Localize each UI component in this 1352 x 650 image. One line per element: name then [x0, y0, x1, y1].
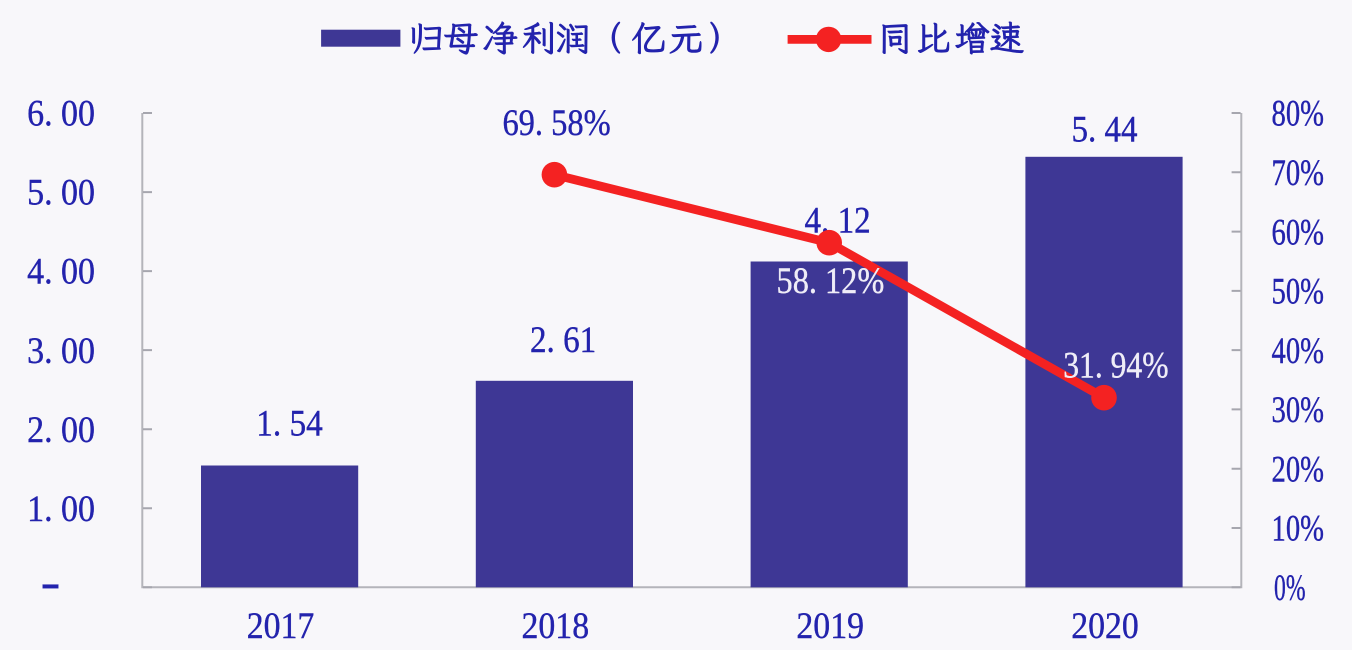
svg-text:2. 61: 2. 61 — [530, 320, 596, 361]
svg-text:69. 58%: 69. 58% — [502, 103, 610, 144]
svg-text:4. 00: 4. 00 — [27, 252, 95, 293]
svg-text:6. 00: 6. 00 — [27, 94, 95, 135]
svg-text:3. 00: 3. 00 — [27, 331, 95, 372]
svg-text:10%: 10% — [1272, 509, 1325, 550]
svg-text:2017: 2017 — [247, 606, 315, 647]
svg-text:50%: 50% — [1272, 272, 1325, 313]
svg-text:1. 54: 1. 54 — [256, 404, 323, 445]
svg-text:70%: 70% — [1272, 153, 1325, 194]
svg-text:80%: 80% — [1272, 94, 1325, 135]
svg-text:1. 00: 1. 00 — [27, 489, 95, 530]
svg-text:40%: 40% — [1272, 331, 1325, 372]
svg-text:5. 00: 5. 00 — [27, 173, 95, 214]
svg-text:5. 44: 5. 44 — [1072, 110, 1138, 151]
svg-text:58. 12%: 58. 12% — [777, 261, 885, 302]
svg-text:2. 00: 2. 00 — [27, 410, 95, 451]
svg-text:2020: 2020 — [1071, 606, 1139, 647]
svg-text:20%: 20% — [1272, 449, 1325, 490]
svg-text:31. 94%: 31. 94% — [1063, 346, 1168, 387]
svg-text:0%: 0% — [1274, 568, 1306, 609]
svg-text:2019: 2019 — [796, 606, 864, 647]
svg-text:30%: 30% — [1272, 390, 1325, 431]
svg-text:60%: 60% — [1272, 212, 1325, 253]
svg-text:2018: 2018 — [522, 606, 590, 647]
